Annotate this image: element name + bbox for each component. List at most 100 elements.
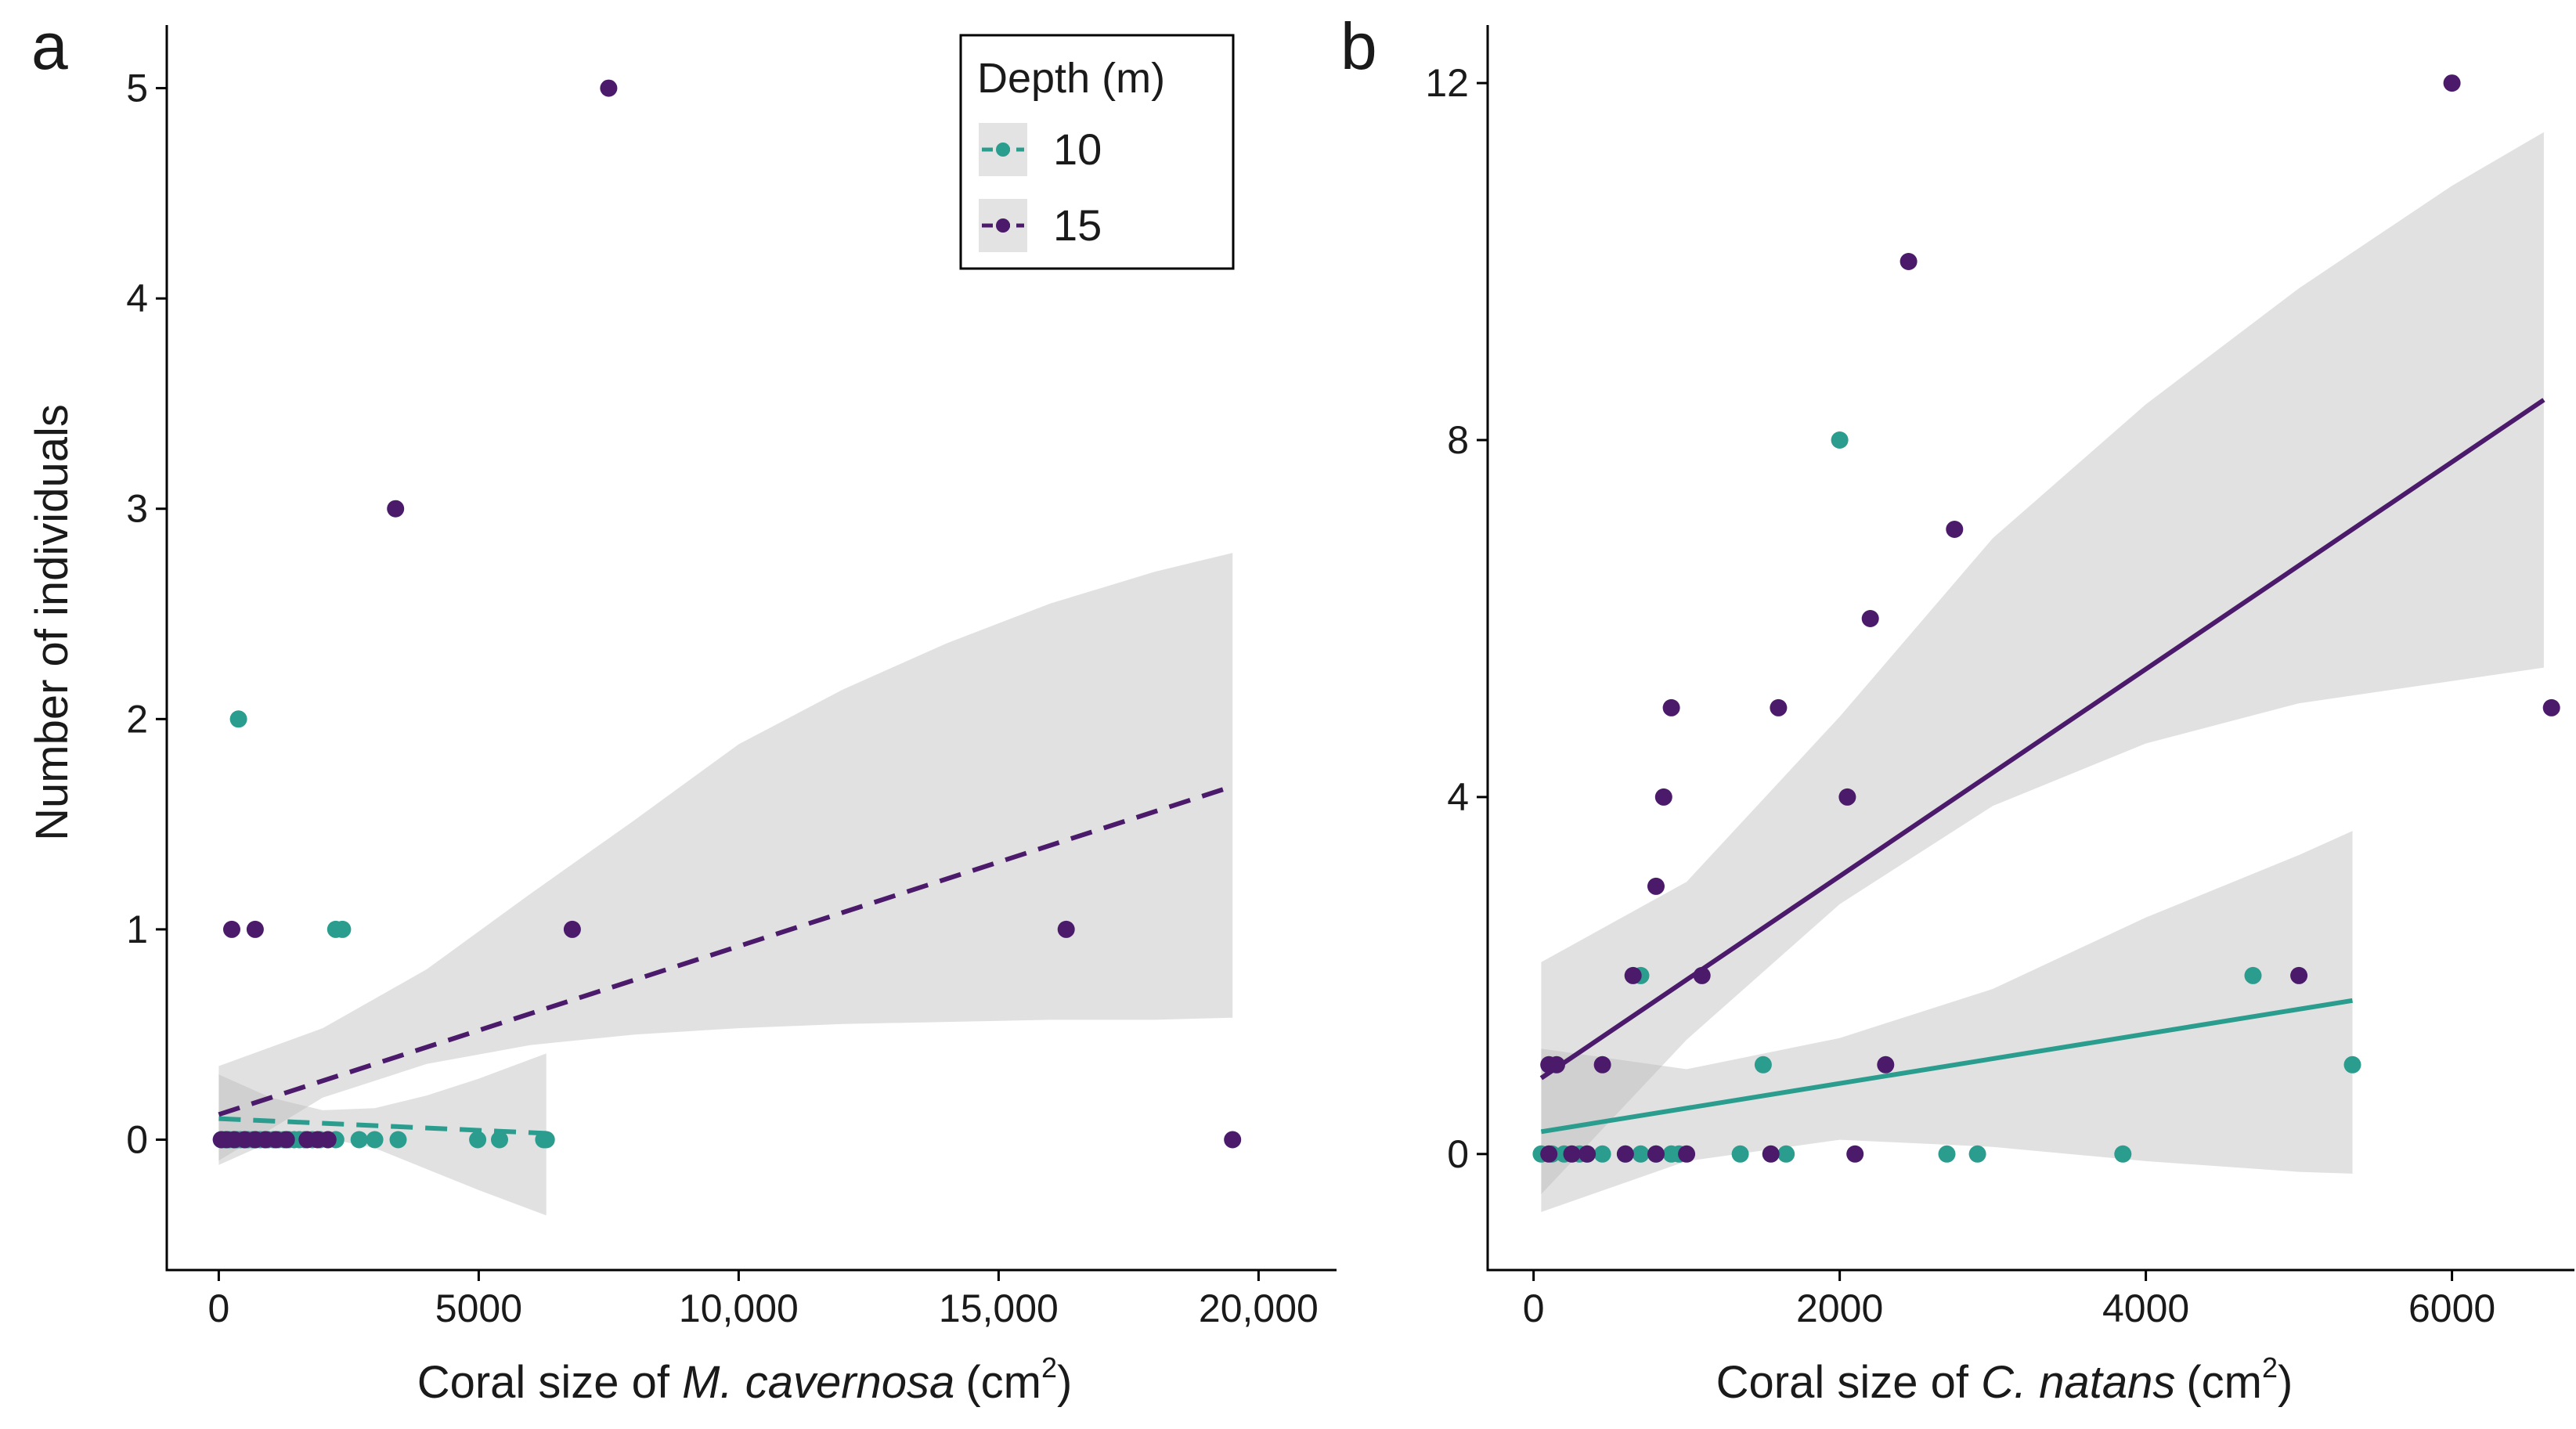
panel-label-b: b [1340, 9, 1377, 83]
point-depth-10 [334, 920, 352, 938]
point-depth-10 [2244, 966, 2262, 984]
point-depth-15 [1548, 1056, 1565, 1074]
point-depth-15 [1846, 1145, 1864, 1163]
point-depth-15 [1877, 1056, 1895, 1074]
legend-title: Depth (m) [977, 55, 1165, 102]
x-axis-title-b-prefix: Coral size of [1716, 1357, 1981, 1408]
point-depth-15 [277, 1131, 295, 1149]
point-depth-10 [1938, 1145, 1956, 1163]
legend-point-10 [996, 143, 1010, 157]
point-depth-10 [491, 1131, 508, 1149]
y-tick-label: 4 [1447, 775, 1469, 819]
panel-b: b 0 2000 4000 6000 0 4 8 12 Coral size of C. n… [1340, 9, 2574, 1408]
point-depth-15 [1770, 698, 1788, 716]
x-axis-title-b-species: C. natans [1981, 1357, 2175, 1408]
x-axis-title-a-prefix: Coral size of [417, 1357, 682, 1408]
x-tick-label: 15,000 [939, 1286, 1059, 1330]
x-axis-title-a-sup: 2 [1041, 1351, 1057, 1384]
legend-label-10: 10 [1053, 124, 1102, 174]
point-depth-15 [1654, 788, 1672, 806]
point-depth-10 [469, 1131, 487, 1149]
point-depth-15 [246, 920, 264, 938]
point-depth-15 [2443, 74, 2461, 92]
y-ticks-a: 0 1 2 3 4 5 [126, 67, 167, 1161]
point-depth-15 [1647, 877, 1665, 895]
data-points-b [1532, 74, 2560, 1163]
fit-line-15 [218, 784, 1234, 1117]
point-depth-15 [600, 79, 618, 97]
legend-point-15 [996, 218, 1010, 233]
data-points-a [212, 79, 1242, 1149]
x-axis-title-a-unit: (cm [965, 1357, 1041, 1408]
x-axis-title-b-unit: (cm [2186, 1357, 2262, 1408]
x-axis-title-a: Coral size of M. cavernosa (cm2) [417, 1351, 1073, 1408]
point-depth-10 [1754, 1056, 1772, 1074]
x-axis-title-a-close: ) [1057, 1357, 1072, 1408]
point-depth-10 [1831, 431, 1849, 449]
point-depth-15 [1693, 966, 1711, 984]
point-depth-15 [1593, 1056, 1611, 1074]
ci-ribbon-15 [1541, 132, 2544, 1195]
point-depth-15 [2290, 966, 2308, 984]
legend: Depth (m) 10 15 [959, 34, 1235, 270]
fit-line-15 [1539, 398, 2545, 1081]
point-depth-15 [1838, 788, 1856, 806]
x-ticks-b: 0 2000 4000 6000 [1523, 1270, 2495, 1330]
point-depth-15 [223, 920, 240, 938]
axes-a [165, 25, 1337, 1272]
x-axis-title-b-close: ) [2278, 1357, 2293, 1408]
confidence-ribbons-a [218, 553, 1233, 1216]
x-tick-label: 20,000 [1199, 1286, 1319, 1330]
x-tick-label: 0 [207, 1286, 229, 1330]
point-depth-15 [1946, 521, 1964, 538]
y-tick-label: 2 [126, 697, 148, 741]
point-depth-10 [1632, 1145, 1650, 1163]
fit-lines-a [218, 784, 1234, 1136]
x-axis-title-a-species: M. cavernosa [682, 1357, 954, 1408]
point-depth-10 [1731, 1145, 1749, 1163]
fit-line-10 [218, 1116, 547, 1136]
point-depth-15 [563, 920, 581, 938]
point-depth-10 [537, 1131, 555, 1149]
y-tick-label: 8 [1447, 418, 1469, 462]
point-depth-15 [1662, 698, 1680, 716]
point-depth-10 [229, 710, 247, 728]
point-depth-10 [1968, 1145, 1986, 1163]
x-axis-title-b: Coral size of C. natans (cm2) [1716, 1351, 2293, 1408]
point-depth-10 [2114, 1145, 2132, 1163]
x-tick-label: 4000 [2102, 1286, 2189, 1330]
point-depth-15 [1647, 1145, 1665, 1163]
y-axis-title-a: Number of individuals [27, 404, 78, 841]
x-axis-title-b-sup: 2 [2262, 1351, 2278, 1384]
point-depth-15 [1624, 966, 1642, 984]
point-depth-15 [1224, 1131, 1242, 1149]
point-depth-15 [387, 500, 405, 518]
x-tick-label: 5000 [435, 1286, 522, 1330]
point-depth-10 [1777, 1145, 1795, 1163]
y-tick-label: 0 [126, 1117, 148, 1161]
legend-item-10: 10 [979, 123, 1102, 176]
panel-a: a 0 5000 10,000 15,000 20,000 0 1 2 3 4 5 Number … [27, 9, 1337, 1408]
x-tick-label: 2000 [1796, 1286, 1883, 1330]
ci-ribbon-10 [218, 1053, 547, 1216]
point-depth-10 [350, 1131, 368, 1149]
point-depth-15 [1762, 1145, 1780, 1163]
point-depth-15 [1900, 253, 1918, 270]
y-ticks-b: 0 4 8 12 [1425, 61, 1488, 1176]
fit-line-10 [1540, 998, 2353, 1135]
y-tick-label: 5 [126, 67, 148, 110]
x-tick-label: 0 [1523, 1286, 1545, 1330]
y-tick-label: 12 [1425, 61, 1469, 105]
point-depth-15 [1678, 1145, 1696, 1163]
point-depth-15 [2542, 698, 2560, 716]
y-tick-label: 4 [126, 276, 148, 320]
x-ticks-a: 0 5000 10,000 15,000 20,000 [207, 1270, 1319, 1330]
point-depth-15 [1578, 1145, 1596, 1163]
point-depth-15 [319, 1131, 337, 1149]
ci-ribbon-10 [1541, 831, 2353, 1212]
y-tick-label: 3 [126, 487, 148, 531]
point-depth-10 [1593, 1145, 1611, 1163]
y-tick-label: 1 [126, 908, 148, 951]
y-tick-label: 0 [1447, 1132, 1469, 1176]
